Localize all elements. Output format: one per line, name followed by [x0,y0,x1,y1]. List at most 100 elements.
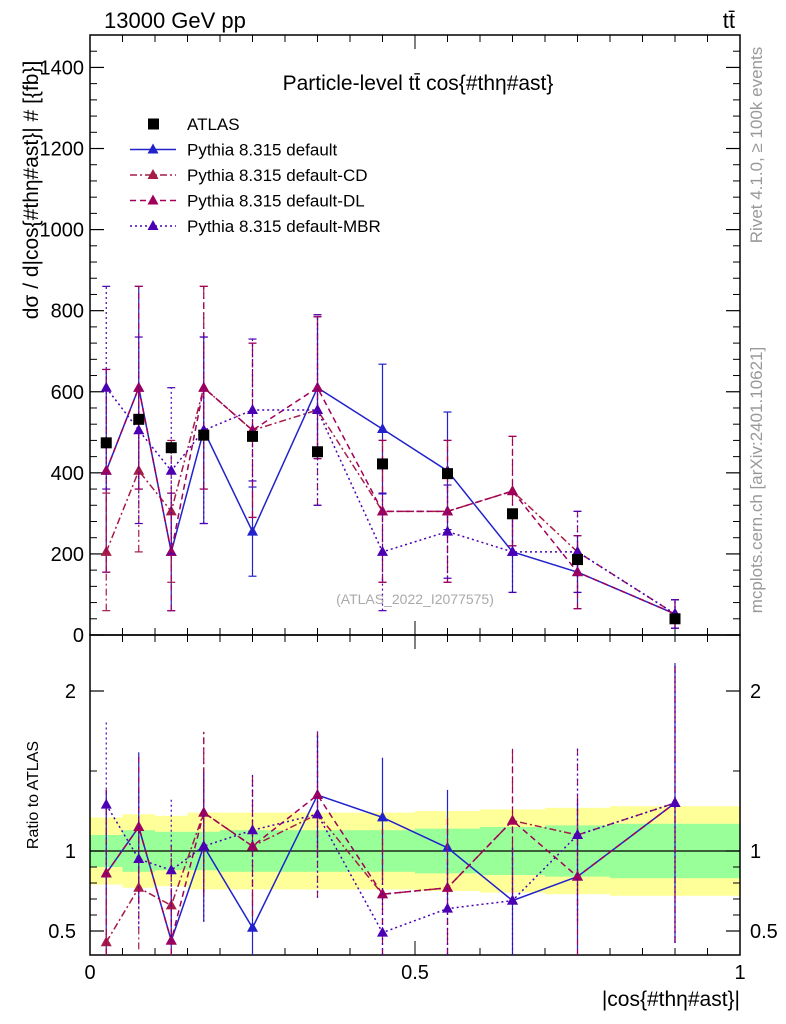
ratio-plot-frame [89,634,741,956]
ratio-panel: 0.5 0.51 12 20 0.5 1 Ratio to ATLAS |cos{#thη… [25,634,778,1011]
legend-marker [147,169,159,179]
legend-marker [147,194,159,205]
ratio-marker [133,853,145,863]
x-tick-label: 0 [84,962,95,984]
data-point [133,413,145,425]
ratio-marker [312,789,323,799]
series-marker [133,424,145,435]
ratio-marker [247,824,258,835]
rivet-label: Rivet 4.1.0, ≥ 100k events [747,47,766,243]
ratio-marker [572,829,583,839]
ratio-y-tick-label-right: 1 [750,841,761,863]
series-marker [442,505,453,516]
ratio-marker [165,864,177,875]
series-marker [572,545,583,556]
ratio-ticks: 0.5 0.51 12 20 0.5 1 [48,635,778,984]
ratio-ylabel: Ratio to ATLAS [25,741,42,849]
atlas-data-points [100,413,681,625]
ratio-y-tick-label: 2 [65,681,76,703]
data-point [247,430,258,442]
y-tick-label: 0 [73,625,84,647]
main-title: Particle-level tt̄ cos{#thη#ast} [283,72,554,95]
data-point [198,429,210,441]
series-marker [507,545,518,556]
energy-label: 13000 GeV pp [104,8,246,33]
series-line [105,385,676,615]
ratio-marker [100,798,112,809]
y-tick-label: 1200 [40,139,85,161]
series-line [105,387,676,615]
series-solid [100,285,681,629]
data-point [100,437,112,449]
ratio-series-line [105,793,676,944]
x-axis-label: |cos{#thη#ast}| [602,988,740,1011]
series-marker [165,464,177,475]
series-dashdot [100,285,681,629]
series-marker [507,485,518,496]
ratio-marker [442,881,453,892]
main-ticks: 0 200 400 600 800 1000 1200 1400 [40,34,741,647]
ratio-marker [507,894,518,905]
main-ylabel: dσ / d|cos{#thη#ast}| # [{fb}] [20,61,43,320]
series-dotted [100,285,681,629]
data-point [312,446,323,458]
ratio-marker [247,921,258,932]
y-tick-label: 1000 [40,220,85,242]
ratio-marker [198,840,210,851]
series-marker [100,381,112,392]
series-dashed [100,285,681,629]
data-point [669,613,681,625]
ratio-marker [507,814,518,825]
ratio-marker [133,821,145,831]
legend-marker [147,143,159,154]
y-tick-label: 400 [51,463,84,485]
ratio-y-tick-label: 0.5 [48,921,76,943]
data-point [377,458,388,470]
series-marker [377,545,388,556]
y-tick-label: 800 [51,301,84,323]
process-label: tt̄ [723,8,735,33]
ratio-series [100,663,681,955]
x-tick-label: 0.5 [401,962,429,984]
data-point [507,508,518,520]
legend-label: ATLAS [187,115,240,134]
series-marker [247,525,258,536]
series-marker [377,423,388,434]
main-panel: 0 200 400 600 800 1000 1200 1400 Particle-level… [20,34,741,647]
series-marker [133,464,145,475]
main-series [100,285,681,629]
ratio-marker [100,867,112,878]
legend-label: Pythia 8.315 default-DL [187,192,365,211]
legend: ATLAS Pythia 8.315 default Pythia 8.315 de… [130,115,381,236]
legend-label: Pythia 8.315 default [187,141,338,160]
data-point [572,554,583,566]
series-marker [312,381,323,392]
legend-marker [148,118,159,130]
series-marker [247,404,258,414]
ratio-y-tick-label-right: 2 [750,681,761,703]
ratio-marker [312,808,323,819]
y-tick-label: 600 [51,382,84,404]
y-tick-label: 1400 [40,57,85,79]
ratio-marker [442,902,453,913]
legend-label: Pythia 8.315 default-CD [187,166,368,185]
legend-label: Pythia 8.315 default-MBR [187,217,381,236]
mcplots-label: mcplots.cern.ch [arXiv:2401.10621] [747,347,766,613]
ratio-marker [377,926,388,937]
data-point [442,468,453,480]
series-marker [312,404,323,414]
series-marker [442,525,453,536]
x-tick-label: 1 [734,962,745,984]
watermark: (ATLAS_2022_I2077575) [336,591,494,607]
ratio-y-tick-label: 1 [65,841,76,863]
y-tick-label: 200 [51,544,84,566]
ratio-marker [669,797,681,807]
legend-marker [147,220,159,230]
ratio-marker [377,811,388,822]
ratio-marker [165,934,177,945]
ratio-y-tick-label-right: 0.5 [750,921,778,943]
series-marker [100,464,112,475]
data-point [165,442,177,454]
series-line [105,386,676,615]
